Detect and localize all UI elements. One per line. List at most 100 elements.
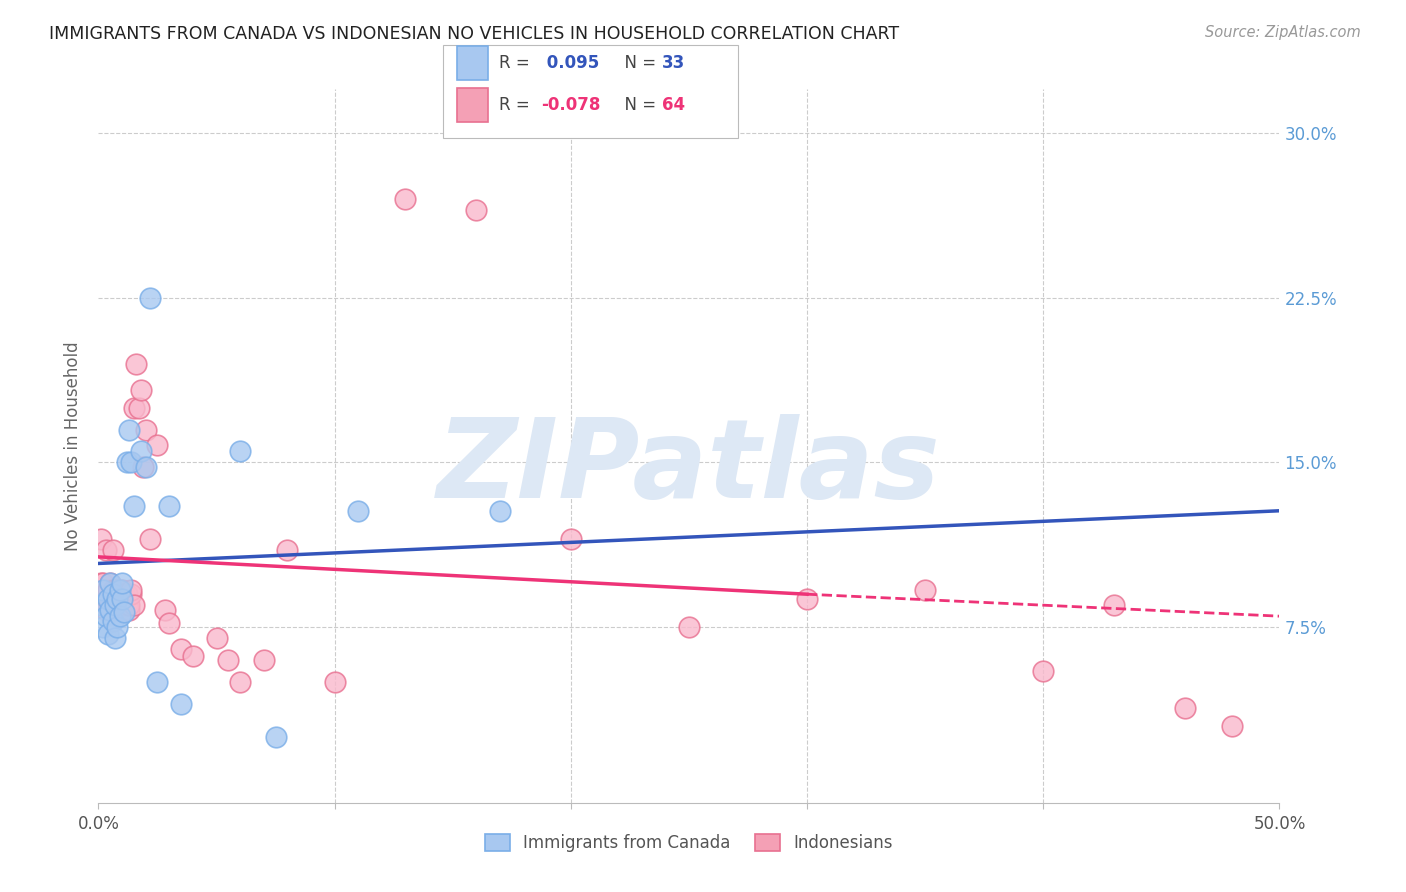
Point (153, 602, 176, 616)
Point (105, 598, 128, 612)
Point (1220, 719, 1243, 733)
Text: ZIPatlas: ZIPatlas (437, 414, 941, 521)
Point (264, 730, 287, 744)
Point (90, 598, 112, 612)
Point (1174, 701, 1197, 715)
Point (139, 533, 162, 547)
Text: N =: N = (614, 54, 662, 72)
Point (146, 438, 169, 452)
Point (104, 598, 127, 612)
Point (98, 576, 121, 591)
Text: 0.095: 0.095 (541, 54, 599, 72)
Point (108, 598, 131, 612)
Text: R =: R = (499, 54, 536, 72)
Text: Source: ZipAtlas.com: Source: ZipAtlas.com (1205, 25, 1361, 40)
Point (115, 587, 138, 601)
Point (229, 675, 252, 690)
Point (108, 582, 131, 597)
Point (125, 357, 148, 371)
Point (104, 602, 127, 616)
Point (129, 383, 152, 397)
Point (94, 587, 117, 601)
Point (115, 598, 138, 612)
Y-axis label: No Vehicles in Household: No Vehicles in Household (65, 341, 83, 551)
Point (101, 587, 124, 601)
Point (118, 602, 141, 616)
Point (146, 675, 169, 690)
Point (121, 587, 143, 601)
Point (229, 444, 252, 458)
Point (101, 614, 124, 628)
Point (129, 444, 152, 458)
Point (121, 455, 143, 469)
Point (101, 543, 124, 558)
Point (104, 591, 127, 606)
Point (104, 631, 127, 645)
Point (115, 455, 138, 469)
Point (98, 598, 121, 612)
Text: 64: 64 (662, 96, 685, 114)
Point (111, 576, 134, 591)
Point (97, 591, 120, 606)
Point (101, 582, 124, 597)
Point (796, 591, 818, 606)
Point (90, 533, 112, 547)
Point (112, 587, 135, 601)
Text: N =: N = (614, 96, 662, 114)
Point (217, 653, 239, 667)
Point (97, 591, 120, 606)
Point (139, 291, 162, 305)
Point (108, 609, 131, 624)
Point (914, 582, 936, 597)
Point (105, 620, 128, 634)
Point (253, 653, 276, 667)
Point (118, 598, 141, 612)
Point (323, 675, 346, 690)
Point (128, 401, 150, 415)
Point (394, 192, 416, 206)
Point (121, 582, 143, 597)
Point (122, 598, 145, 612)
Point (97, 626, 120, 640)
Point (122, 500, 145, 514)
Point (347, 504, 370, 518)
Point (90, 576, 112, 591)
Point (108, 587, 131, 601)
Point (1102, 598, 1125, 612)
Point (118, 423, 141, 437)
Text: IMMIGRANTS FROM CANADA VS INDONESIAN NO VEHICLES IN HOUSEHOLD CORRELATION CHART: IMMIGRANTS FROM CANADA VS INDONESIAN NO … (49, 25, 900, 43)
Point (108, 602, 131, 616)
Point (94, 609, 117, 624)
Point (98, 602, 121, 616)
Legend: Immigrants from Canada, Indonesians: Immigrants from Canada, Indonesians (478, 827, 900, 859)
Point (111, 591, 134, 606)
Point (111, 591, 134, 606)
Text: 33: 33 (662, 54, 686, 72)
Point (91, 591, 114, 606)
Point (181, 648, 204, 663)
Point (105, 591, 128, 606)
Point (91, 576, 114, 591)
Point (122, 401, 145, 415)
Text: -0.078: -0.078 (541, 96, 600, 114)
Point (97, 582, 120, 597)
Point (105, 582, 128, 597)
Point (465, 202, 488, 217)
Point (112, 605, 135, 619)
Point (112, 591, 135, 606)
Point (1032, 664, 1054, 678)
Point (94, 602, 117, 616)
Point (112, 602, 135, 616)
Point (91, 582, 114, 597)
Point (157, 615, 180, 630)
Point (170, 697, 193, 711)
Point (111, 582, 134, 597)
Point (132, 459, 155, 474)
Point (170, 642, 193, 657)
Point (157, 500, 180, 514)
Text: R =: R = (499, 96, 536, 114)
Point (135, 459, 157, 474)
Point (104, 582, 127, 597)
Point (91, 620, 114, 634)
Point (560, 533, 582, 547)
